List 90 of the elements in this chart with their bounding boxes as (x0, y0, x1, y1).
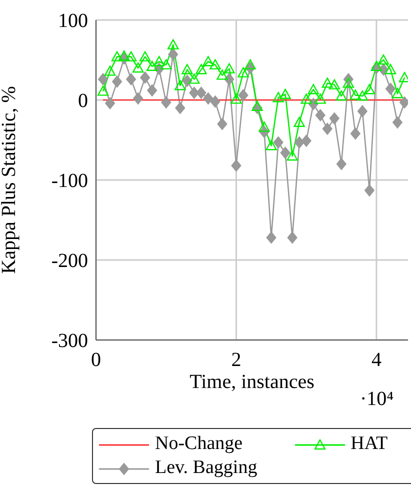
point (364, 184, 374, 196)
legend-label: No-Change (155, 433, 243, 454)
point (357, 105, 368, 118)
y-tick-label: -300 (51, 330, 88, 352)
point (189, 86, 200, 99)
point (294, 116, 305, 127)
point (286, 150, 298, 161)
point (118, 50, 130, 61)
point (210, 96, 220, 108)
point (168, 39, 179, 50)
y-axis-title: Kappa Plus Statistic, % (0, 86, 20, 274)
point (258, 122, 270, 132)
point (133, 92, 144, 104)
point (370, 60, 382, 71)
x-tick-label: 4 (371, 349, 382, 372)
point (139, 51, 151, 62)
point (266, 232, 276, 244)
point (378, 54, 390, 65)
point (168, 48, 178, 60)
point (315, 109, 326, 122)
point (385, 82, 396, 95)
point (98, 73, 108, 86)
point (329, 112, 340, 124)
point (266, 140, 277, 150)
point (182, 64, 193, 74)
point (132, 62, 144, 73)
point (244, 59, 256, 70)
point (356, 90, 368, 101)
point (350, 90, 362, 100)
point (314, 94, 326, 104)
point (342, 78, 354, 88)
y-tick-label: -200 (51, 250, 88, 272)
point (230, 94, 242, 104)
point (287, 232, 298, 244)
point (322, 78, 333, 88)
point (146, 60, 158, 71)
point (140, 72, 150, 84)
point (196, 64, 207, 74)
point (217, 118, 228, 130)
point (308, 84, 319, 94)
x-tick-label: 2 (231, 349, 242, 372)
point (294, 136, 304, 148)
point (104, 66, 116, 76)
point (300, 94, 312, 104)
y-tick-label: 0 (78, 90, 88, 112)
legend-label: HAT (350, 433, 388, 454)
point (238, 89, 248, 102)
point (224, 63, 235, 74)
point (188, 74, 200, 84)
point (392, 116, 402, 128)
point (111, 51, 123, 62)
point (322, 122, 332, 135)
point (196, 86, 206, 99)
point (182, 74, 192, 87)
point (280, 88, 291, 99)
point (272, 92, 284, 102)
point (399, 96, 408, 108)
legend-label: Lev. Bagging (155, 457, 258, 478)
point (301, 134, 312, 147)
point (384, 64, 396, 74)
point (202, 56, 214, 66)
point (161, 96, 172, 108)
y-tick-label: 100 (58, 10, 88, 32)
point (105, 97, 116, 110)
point (238, 67, 249, 78)
point (231, 160, 242, 172)
point (273, 136, 284, 148)
point (112, 76, 122, 88)
point (174, 80, 186, 90)
point (126, 73, 136, 86)
point (154, 56, 165, 66)
point (280, 146, 290, 159)
x-axis-title: Time, instances (190, 371, 315, 393)
y-tick-label: -100 (51, 170, 88, 192)
point (160, 59, 172, 70)
point (97, 86, 109, 96)
text: ·10⁴ (360, 388, 394, 411)
point (328, 79, 340, 90)
point (147, 84, 158, 96)
point (203, 92, 214, 104)
point (125, 51, 137, 62)
point (336, 90, 347, 101)
point (392, 88, 404, 98)
point (336, 158, 346, 170)
point (364, 84, 376, 94)
point (252, 100, 263, 111)
point (210, 59, 221, 70)
point (216, 70, 228, 80)
point (350, 128, 360, 140)
point (175, 102, 186, 114)
